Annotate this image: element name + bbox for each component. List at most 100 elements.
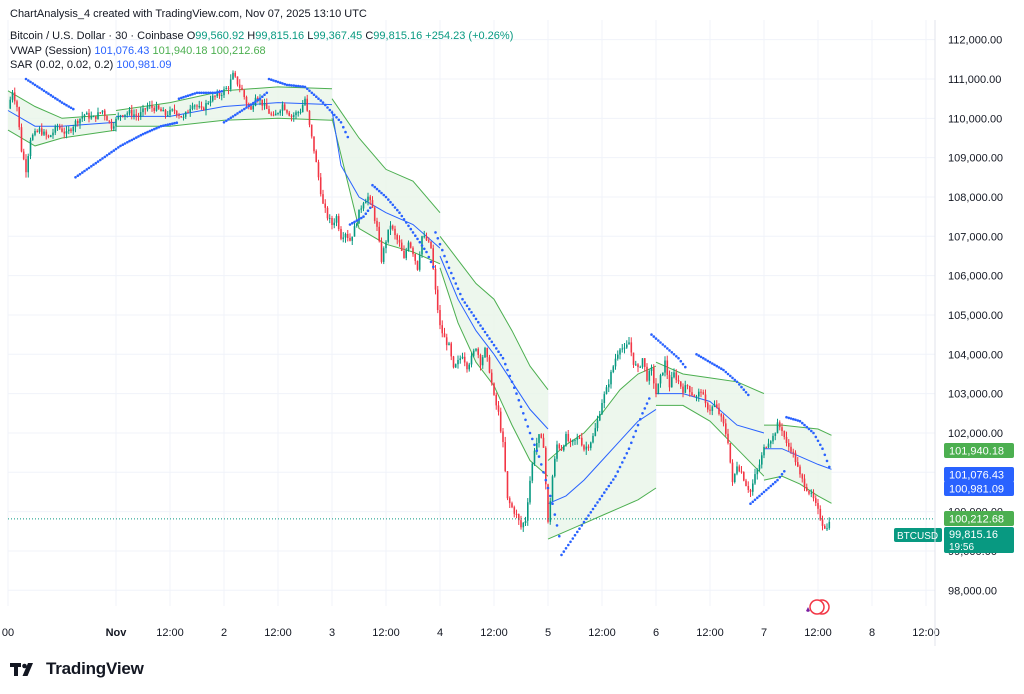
candle-body: [245, 96, 248, 104]
candle-body: [572, 440, 574, 442]
sar-dot: [400, 214, 404, 218]
sar-dot: [27, 79, 30, 82]
candle-body: [259, 99, 261, 101]
sar-dot: [510, 380, 514, 384]
candle-body: [331, 218, 333, 225]
sar-dot: [461, 297, 464, 301]
vwap-legend[interactable]: VWAP (Session) 101,076.43 101,940.18 100…: [10, 45, 266, 58]
candle-body: [61, 128, 63, 132]
sar-dot: [533, 443, 536, 447]
price-tag: [944, 443, 1014, 458]
sar-dot: [105, 154, 109, 157]
sar-dot: [738, 383, 741, 386]
candle-body: [490, 372, 493, 384]
candle-body: [342, 237, 344, 239]
candle-body: [452, 356, 455, 368]
candle-body: [711, 406, 714, 411]
sar-dot: [627, 447, 631, 451]
candle-body: [475, 348, 477, 351]
candle-body: [749, 490, 752, 492]
sar-dot: [164, 123, 167, 127]
candle-body: [362, 203, 365, 209]
candle-body: [196, 105, 198, 107]
sar-dot: [265, 91, 269, 95]
candle-body: [380, 241, 383, 262]
sar-dot: [301, 85, 305, 88]
candle-body: [364, 201, 367, 204]
x-tick-label: 12:00: [912, 627, 940, 639]
sar-dot: [189, 93, 192, 97]
sar-dot: [384, 195, 388, 199]
sar-dot: [33, 83, 37, 87]
candle-body: [279, 110, 281, 114]
sar-dot: [312, 93, 316, 96]
sar-dot: [756, 496, 759, 500]
candle-body: [707, 403, 709, 410]
sar-dot: [243, 107, 246, 111]
candle-body: [457, 360, 459, 365]
candle-body: [142, 108, 144, 113]
sar-dot: [222, 121, 226, 124]
candle-body: [495, 394, 497, 406]
sar-dot: [787, 416, 791, 420]
sar-dot: [740, 385, 743, 389]
sar-dot: [742, 388, 746, 392]
sar-dot: [537, 455, 541, 458]
candle-body: [378, 226, 380, 242]
candle-body: [155, 105, 158, 111]
symbol-legend[interactable]: Bitcoin / U.S. Dollar · 30 · Coinbase O9…: [10, 30, 513, 43]
candle-body: [695, 396, 698, 398]
sar-dot: [504, 362, 507, 366]
tradingview-footer[interactable]: TradingView: [10, 659, 144, 679]
vwap-lower-value: 100,212.68: [210, 45, 266, 57]
y-tick-label: 112,000.00: [948, 35, 1002, 47]
sar-dot: [292, 84, 296, 87]
x-tick-label: 6: [653, 627, 659, 639]
sar-dot: [348, 223, 352, 226]
candle-body: [308, 110, 311, 125]
sar-dot: [328, 108, 332, 112]
sar-dot: [283, 82, 287, 86]
sar-dot: [558, 534, 561, 538]
sar-dot: [351, 221, 354, 225]
price-tag-label: 100,981.09: [949, 484, 1004, 496]
candle-body: [344, 234, 347, 238]
sar-dot: [668, 349, 671, 352]
sar-dot: [659, 341, 662, 344]
candle-body: [173, 109, 176, 111]
sar-dot: [724, 370, 728, 374]
sar-dot: [38, 86, 41, 90]
candle-body: [171, 109, 173, 111]
candle-body: [794, 452, 797, 463]
candle-body: [77, 120, 79, 124]
price-tag: [944, 481, 1014, 496]
candle-body: [232, 72, 234, 80]
candle-body: [146, 106, 149, 110]
sar-dot: [636, 423, 640, 427]
candle-body: [682, 386, 684, 393]
candle-body: [135, 114, 137, 116]
candle-body: [522, 523, 525, 528]
sar-dot: [137, 135, 140, 138]
candle-body: [209, 100, 212, 103]
sar-dot: [528, 431, 532, 435]
sar-dot: [319, 99, 323, 102]
candle-body: [587, 446, 590, 448]
candle-body: [182, 116, 185, 118]
sar-legend[interactable]: SAR (0.02, 0.02, 0.2) 100,981.09: [10, 59, 171, 72]
x-tick-label: 12:00: [264, 627, 292, 639]
sar-dot: [69, 106, 73, 110]
sar-dot: [731, 376, 734, 380]
sar-dot: [699, 355, 703, 359]
y-tick-label: 103,000.00: [948, 389, 1003, 401]
y-tick-label: 111,000.00: [948, 74, 1001, 86]
candle-body: [22, 151, 25, 160]
sar-dot: [792, 417, 795, 421]
sar-dot: [112, 149, 116, 152]
candle-body: [432, 248, 434, 269]
price-tag-label: 100,212.68: [949, 514, 1004, 526]
price-tag: [944, 467, 1014, 482]
candle-body: [806, 487, 808, 491]
sar-dot: [571, 537, 575, 540]
